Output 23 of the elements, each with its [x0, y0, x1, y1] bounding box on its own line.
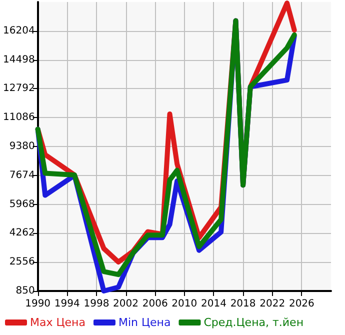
y-tick-label: 850 — [16, 286, 35, 296]
x-tick-label: 1990 — [25, 298, 51, 310]
x-tick-label: 2026 — [288, 298, 314, 310]
legend-label: Max Цена — [30, 316, 86, 329]
y-tick-label: 5968 — [9, 198, 35, 210]
y-tick-label: 12792 — [3, 83, 35, 94]
y-tick-label: 16204 — [3, 25, 35, 36]
y-tick-label: 2556 — [9, 256, 35, 268]
x-tick-label: 2002 — [113, 298, 138, 310]
x-tick-label: 2014 — [201, 298, 226, 310]
x-tick-label: 2010 — [172, 298, 198, 310]
x-tick-label: 1998 — [84, 298, 110, 310]
x-tick-label: 2006 — [142, 298, 168, 310]
y-tick-label: 14498 — [3, 54, 35, 66]
y-tick-label: 11086 — [3, 112, 35, 124]
x-tick-label: 2018 — [230, 298, 256, 310]
legend-label: Min Цена — [118, 316, 171, 329]
legend-label: Сред.Цена, т.йен — [204, 316, 304, 329]
y-tick-label: 7674 — [9, 170, 35, 181]
x-tick-label: 1994 — [54, 298, 80, 310]
y-tick-label: 9380 — [9, 141, 35, 152]
y-tick-label: 4262 — [9, 228, 35, 239]
x-tick-label: 2022 — [260, 298, 286, 310]
